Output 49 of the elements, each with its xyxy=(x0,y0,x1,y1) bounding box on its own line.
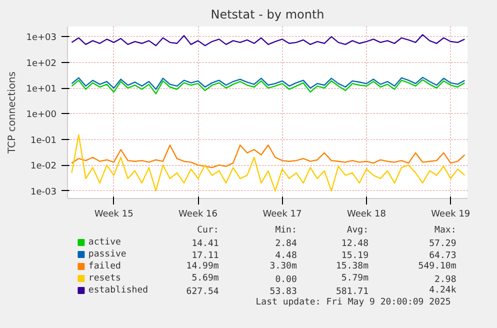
text: Max: xyxy=(434,226,456,236)
text: 64.73 xyxy=(429,251,456,261)
text: 0.00 xyxy=(275,275,297,285)
text: 4.48 xyxy=(275,251,297,261)
text: 5.69m xyxy=(192,274,219,284)
line-series xyxy=(71,134,466,192)
y-tick-label: 1e-02 xyxy=(30,162,57,172)
text: Min: xyxy=(275,226,297,236)
text: 14.99m xyxy=(186,262,219,272)
x-tick-label: Week 15 xyxy=(94,210,134,220)
text: 627.54 xyxy=(186,287,219,297)
legend-label: active xyxy=(88,238,121,248)
text: 2.84 xyxy=(275,239,297,249)
x-tick-label: Week 18 xyxy=(346,210,386,220)
line-series xyxy=(71,144,466,168)
chart-title: Netstat - by month xyxy=(210,8,324,22)
text: 4.24k xyxy=(429,286,457,296)
line-series xyxy=(71,76,466,90)
text: Last update: Fri May 9 20:00:09 2025 xyxy=(256,298,451,308)
x-tick-label: Week 17 xyxy=(262,210,302,220)
y-tick-label: 1e-03 xyxy=(30,187,57,198)
x-tick-label: Week 16 xyxy=(178,210,218,220)
text: Cur: xyxy=(197,226,219,236)
y-tick-label: 1e+01 xyxy=(26,84,57,95)
text: 15.38m xyxy=(336,262,369,272)
text: 5.79m xyxy=(341,274,369,284)
y-tick-label: 1e+02 xyxy=(26,58,57,69)
y-tick-label: 1e+00 xyxy=(26,110,57,120)
text: 53.83 xyxy=(270,287,297,297)
text: 15.19 xyxy=(341,251,369,261)
y-tick-label: 1e-01 xyxy=(30,136,57,146)
legend-label: established xyxy=(88,286,148,296)
text: 12.48 xyxy=(341,239,369,249)
legend-label: failed xyxy=(88,262,121,272)
text: 14.41 xyxy=(192,239,219,249)
text: 57.29 xyxy=(429,239,456,249)
text: 17.11 xyxy=(192,251,219,261)
text: 3.30m xyxy=(270,262,297,272)
legend-label: resets xyxy=(88,274,121,284)
line-series xyxy=(71,34,466,46)
y-axis-title: TCP connections xyxy=(7,71,18,155)
legend-label: passive xyxy=(88,250,126,260)
y-tick-label: 1e+03 xyxy=(26,33,57,44)
text: 549.10m xyxy=(418,262,456,272)
line-series xyxy=(71,79,466,94)
text: 2.98 xyxy=(434,275,456,285)
text: 581.71 xyxy=(336,287,369,297)
text: Avg: xyxy=(346,226,369,236)
x-tick-label: Week 19 xyxy=(431,210,470,220)
